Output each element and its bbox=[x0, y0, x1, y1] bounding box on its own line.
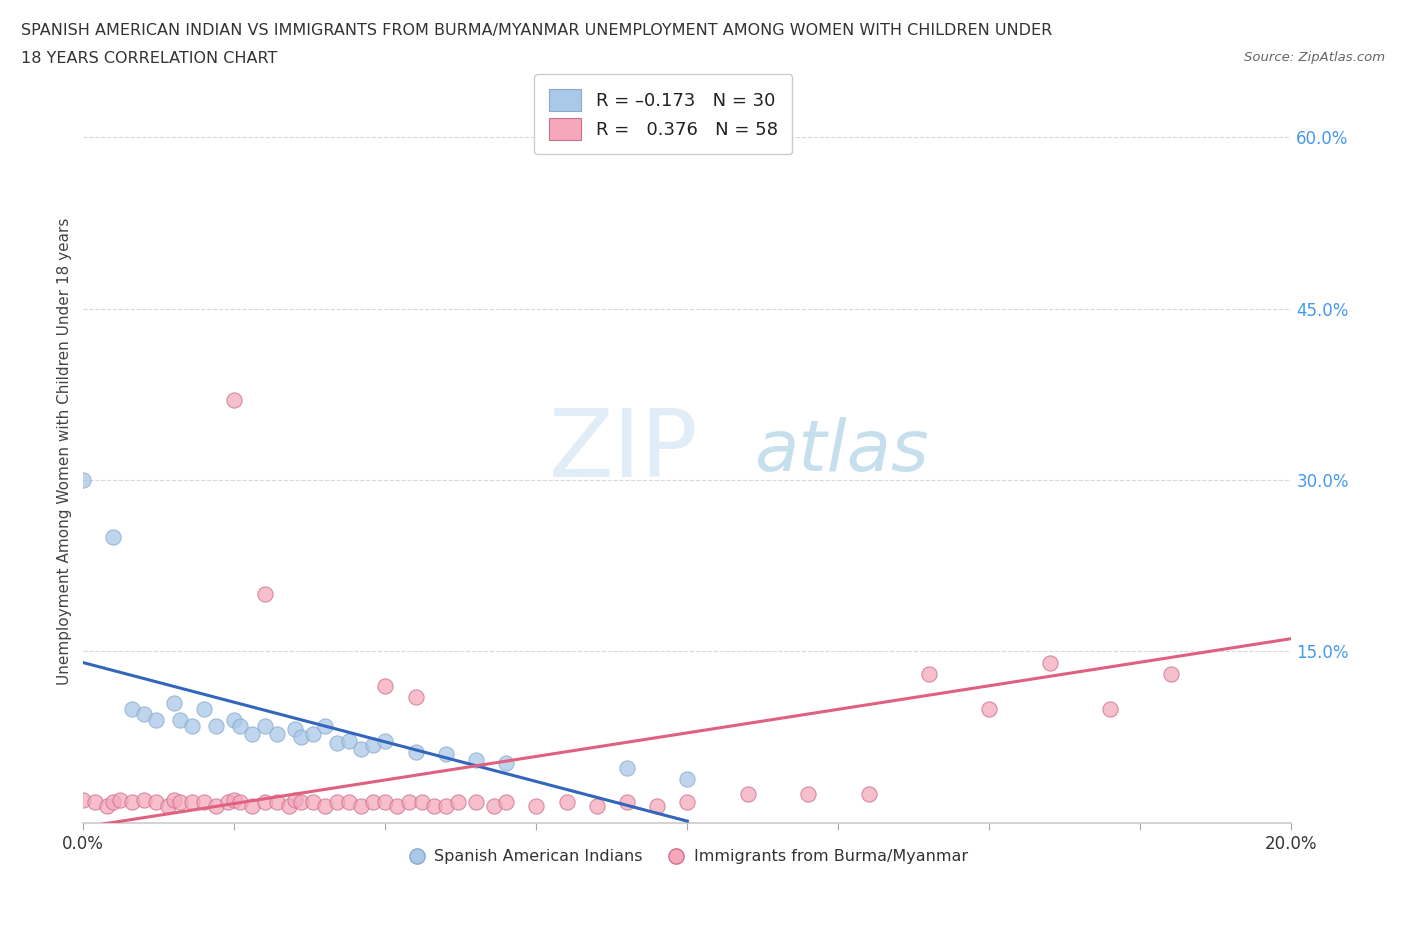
Point bbox=[645, 798, 668, 813]
Point bbox=[387, 798, 409, 813]
Point bbox=[72, 472, 94, 487]
Point bbox=[163, 792, 186, 807]
Point bbox=[224, 712, 246, 727]
Text: 18 YEARS CORRELATION CHART: 18 YEARS CORRELATION CHART bbox=[21, 51, 277, 66]
Point bbox=[290, 730, 312, 745]
Point bbox=[434, 747, 457, 762]
Point bbox=[302, 726, 325, 741]
Point bbox=[555, 795, 578, 810]
Text: SPANISH AMERICAN INDIAN VS IMMIGRANTS FROM BURMA/MYANMAR UNEMPLOYMENT AMONG WOME: SPANISH AMERICAN INDIAN VS IMMIGRANTS FR… bbox=[21, 23, 1052, 38]
Point bbox=[284, 792, 307, 807]
Point bbox=[284, 722, 307, 737]
Point bbox=[108, 792, 131, 807]
Point bbox=[156, 798, 179, 813]
Point bbox=[858, 787, 880, 802]
Point bbox=[918, 667, 941, 682]
Point bbox=[1099, 701, 1122, 716]
Point bbox=[217, 795, 239, 810]
Point bbox=[326, 736, 349, 751]
Point bbox=[145, 795, 167, 810]
Point bbox=[72, 792, 94, 807]
Point bbox=[979, 701, 1001, 716]
Point bbox=[242, 726, 264, 741]
Legend: Spanish American Indians, Immigrants from Burma/Myanmar: Spanish American Indians, Immigrants fro… bbox=[401, 843, 974, 870]
Point bbox=[434, 798, 457, 813]
Point bbox=[465, 752, 488, 767]
Point bbox=[361, 737, 384, 752]
Point bbox=[405, 690, 427, 705]
Point bbox=[169, 795, 191, 810]
Point bbox=[495, 795, 517, 810]
Point bbox=[314, 798, 336, 813]
Point bbox=[405, 745, 427, 760]
Point bbox=[121, 701, 143, 716]
Point bbox=[266, 726, 288, 741]
Point bbox=[676, 795, 699, 810]
Point bbox=[181, 795, 204, 810]
Point bbox=[350, 741, 373, 756]
Point bbox=[103, 530, 125, 545]
Point bbox=[132, 792, 155, 807]
Point bbox=[84, 795, 107, 810]
Point bbox=[224, 392, 246, 407]
Point bbox=[163, 696, 186, 711]
Point bbox=[145, 712, 167, 727]
Point bbox=[1160, 667, 1182, 682]
Point bbox=[96, 798, 118, 813]
Point bbox=[302, 795, 325, 810]
Point bbox=[374, 795, 396, 810]
Text: ZIP: ZIP bbox=[548, 405, 697, 498]
Point bbox=[616, 795, 638, 810]
Point bbox=[495, 756, 517, 771]
Point bbox=[616, 761, 638, 776]
Point bbox=[121, 795, 143, 810]
Point bbox=[181, 718, 204, 733]
Point bbox=[737, 787, 759, 802]
Point bbox=[676, 772, 699, 787]
Point bbox=[229, 795, 252, 810]
Point bbox=[205, 718, 228, 733]
Point bbox=[337, 795, 360, 810]
Point bbox=[266, 795, 288, 810]
Point bbox=[465, 795, 488, 810]
Point bbox=[205, 798, 228, 813]
Point bbox=[253, 718, 276, 733]
Point bbox=[253, 587, 276, 602]
Point bbox=[224, 792, 246, 807]
Point bbox=[103, 795, 125, 810]
Point bbox=[447, 795, 470, 810]
Point bbox=[193, 795, 215, 810]
Point bbox=[350, 798, 373, 813]
Point bbox=[524, 798, 547, 813]
Text: atlas: atlas bbox=[754, 417, 928, 486]
Point bbox=[1039, 656, 1062, 671]
Point bbox=[482, 798, 505, 813]
Point bbox=[193, 701, 215, 716]
Point bbox=[337, 733, 360, 748]
Point bbox=[374, 733, 396, 748]
Point bbox=[422, 798, 444, 813]
Point bbox=[229, 718, 252, 733]
Point bbox=[242, 798, 264, 813]
Point bbox=[169, 712, 191, 727]
Point bbox=[277, 798, 299, 813]
Point bbox=[374, 678, 396, 693]
Y-axis label: Unemployment Among Women with Children Under 18 years: Unemployment Among Women with Children U… bbox=[58, 218, 72, 685]
Point bbox=[314, 718, 336, 733]
Point bbox=[290, 795, 312, 810]
Point bbox=[361, 795, 384, 810]
Point bbox=[253, 795, 276, 810]
Point bbox=[797, 787, 820, 802]
Text: Source: ZipAtlas.com: Source: ZipAtlas.com bbox=[1244, 51, 1385, 64]
Point bbox=[326, 795, 349, 810]
Point bbox=[585, 798, 607, 813]
Point bbox=[398, 795, 420, 810]
Point bbox=[132, 707, 155, 722]
Point bbox=[411, 795, 433, 810]
